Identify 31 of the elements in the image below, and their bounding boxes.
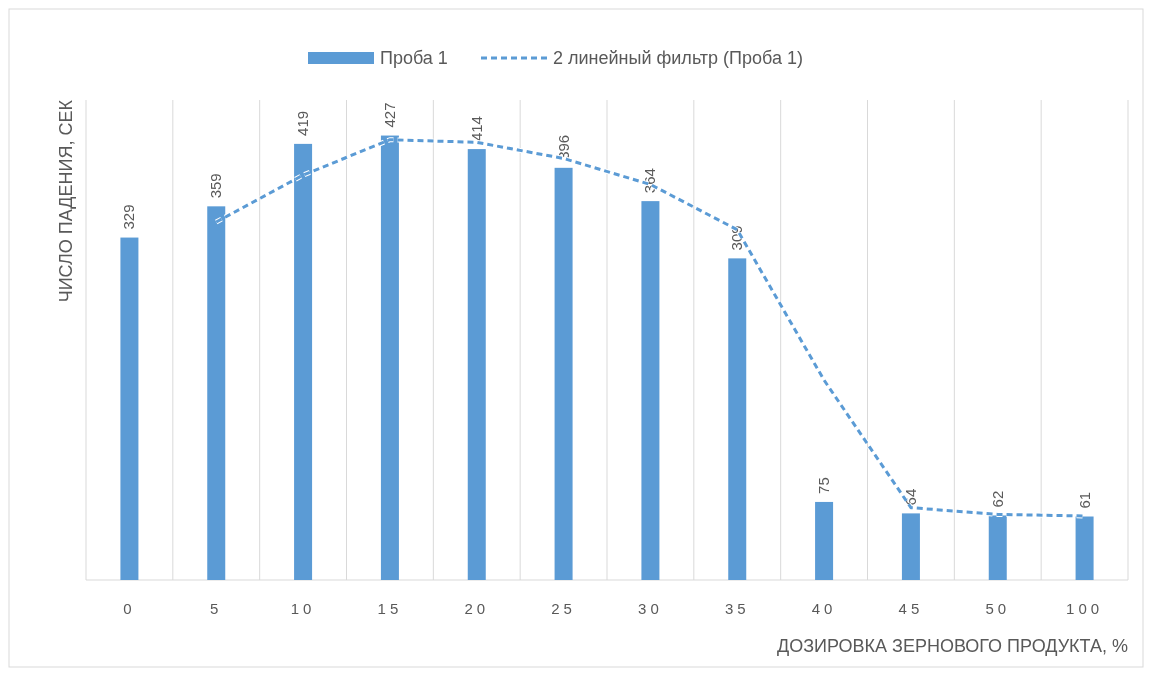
bar [641,201,660,580]
data-label: 419 [294,110,312,136]
bar [467,149,486,580]
x-tick-label: 40 [811,600,837,617]
bar [120,237,139,580]
x-tick-label: 25 [551,600,576,617]
x-tick-label: 35 [724,600,750,617]
data-label: 414 [467,116,485,142]
data-label: 61 [1075,491,1093,509]
legend-label: Проба 1 [380,48,448,68]
bar [901,513,920,580]
y-axis-title: ЧИСЛО ПАДЕНИЯ, СЕК [56,99,76,303]
bar [728,258,747,580]
bar [554,167,573,580]
x-tick-label: 5 [210,600,223,617]
x-axis-title: ДОЗИРОВКА ЗЕРНОВОГО ПРОДУКТА, % [776,636,1128,656]
x-tick-label: 15 [377,600,403,617]
data-label: 329 [120,204,138,230]
x-tick-label: 0 [123,600,136,617]
x-tick-label: 10 [290,600,316,617]
x-tick-label: 30 [638,600,663,617]
data-label: 427 [380,102,398,128]
data-label: 62 [988,490,1006,508]
x-tick-label: 50 [985,600,1011,617]
x-tick-label: 45 [898,600,924,617]
x-tick-label: 100 [1066,600,1104,617]
x-tick-label: 20 [464,600,490,617]
bar [815,501,834,580]
data-label: 75 [815,477,833,494]
legend-label: 2 линейный фильтр (Проба 1) [553,48,803,68]
data-label: 359 [207,173,225,199]
